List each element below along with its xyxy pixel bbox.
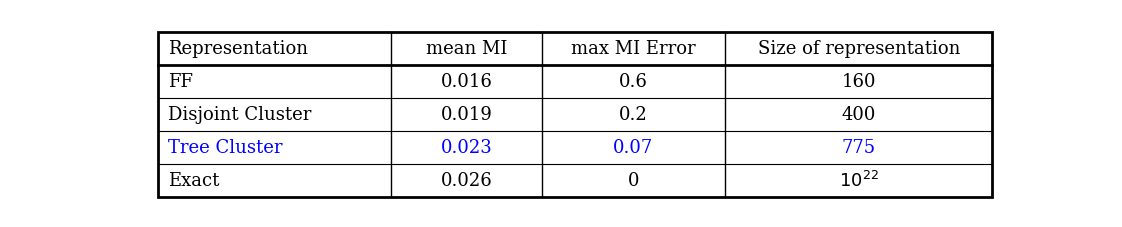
Text: 0.019: 0.019 [441,106,493,123]
Text: Tree Cluster: Tree Cluster [168,138,283,156]
Text: 0.016: 0.016 [441,73,493,91]
Text: 0.07: 0.07 [614,138,654,156]
Text: 0.2: 0.2 [619,106,647,123]
Text: Size of representation: Size of representation [757,40,960,58]
Text: 775: 775 [842,138,876,156]
Text: 0.6: 0.6 [619,73,647,91]
Text: 0: 0 [627,171,640,189]
Text: Representation: Representation [168,40,309,58]
Text: $10^{22}$: $10^{22}$ [839,170,879,190]
Text: 400: 400 [842,106,876,123]
Text: 0.023: 0.023 [441,138,493,156]
Text: Exact: Exact [168,171,220,189]
Text: FF: FF [168,73,193,91]
Text: 0.026: 0.026 [441,171,493,189]
Text: max MI Error: max MI Error [571,40,696,58]
Text: 160: 160 [842,73,876,91]
Text: Disjoint Cluster: Disjoint Cluster [168,106,312,123]
Text: mean MI: mean MI [426,40,507,58]
